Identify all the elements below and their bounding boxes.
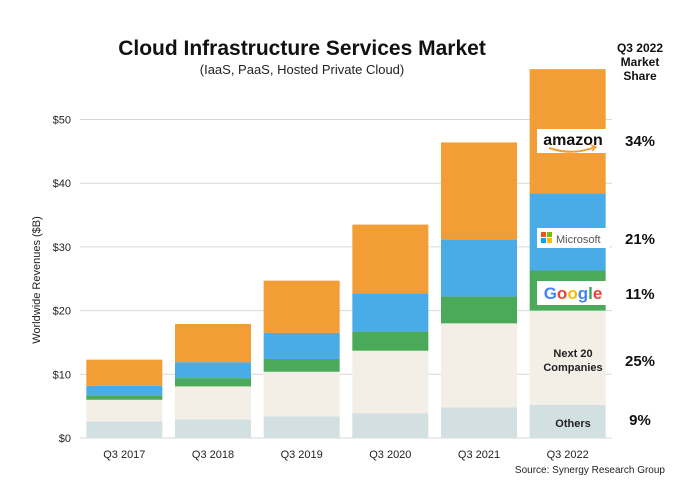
bar-segment-google xyxy=(263,359,340,372)
share-google: 11% xyxy=(625,286,654,303)
x-tick-label: Q3 2017 xyxy=(103,449,145,461)
bar-segment-others xyxy=(86,421,163,438)
amazon-arrow-icon xyxy=(590,144,598,152)
share-header-line-1: Q3 2022 xyxy=(617,41,663,55)
market-share-values: 34% 21% 11% 25% 9% xyxy=(625,133,655,429)
bar-segment-next-20-companies xyxy=(441,323,517,408)
microsoft-logo-text: Microsoft xyxy=(556,234,601,246)
bar-segment-amazon xyxy=(175,323,251,363)
chart-subtitle: (IaaS, PaaS, Hosted Private Cloud) xyxy=(200,62,405,77)
bar-segment-others xyxy=(441,407,517,438)
bar-segment-next-20-companies xyxy=(86,399,163,422)
y-tick-label: $0 xyxy=(59,433,71,445)
y-tick-label: $20 xyxy=(53,306,71,318)
y-tick-label: $10 xyxy=(53,369,71,381)
bar-segment-google xyxy=(175,378,251,387)
share-others: 9% xyxy=(629,412,651,429)
bar-segment-amazon xyxy=(352,224,429,294)
bar-segment-next-20-companies xyxy=(175,386,251,420)
y-tick-labels: $0 $10 $20 $30 $40 $50 xyxy=(53,115,71,446)
bar-segment-amazon xyxy=(441,142,517,240)
share-next20: 25% xyxy=(625,353,655,370)
x-tick-label: Q3 2020 xyxy=(369,449,411,461)
google-letter: l xyxy=(588,284,593,303)
google-letter: g xyxy=(578,284,588,303)
x-tick-label: Q3 2021 xyxy=(458,449,500,461)
bar-segment-microsoft xyxy=(441,239,517,297)
bar-segment-next-20-companies xyxy=(529,310,606,405)
y-tick-label: $50 xyxy=(53,115,71,127)
google-letter: e xyxy=(593,284,602,303)
bar-segment-microsoft xyxy=(352,293,429,332)
bar-segment-amazon xyxy=(263,280,340,333)
y-tick-label: $40 xyxy=(53,178,71,190)
bar-segment-microsoft xyxy=(86,385,163,396)
bar-stack xyxy=(352,224,429,438)
bar-segment-microsoft xyxy=(175,362,251,379)
amazon-logo: amazon xyxy=(537,129,609,153)
google-letter: o xyxy=(557,284,567,303)
bar-stack xyxy=(86,359,163,438)
grid-lines xyxy=(80,119,612,439)
bar-segment-next-20-companies xyxy=(352,350,429,414)
source-note: Source: Synergy Research Group xyxy=(515,465,666,476)
bar-segment-next-20-companies xyxy=(263,371,340,417)
bar-segment-amazon xyxy=(86,359,163,386)
share-microsoft: 21% xyxy=(625,231,655,248)
bar-stack xyxy=(263,280,340,438)
chart-title: Cloud Infrastructure Services Market xyxy=(118,37,486,60)
bar-stack xyxy=(529,69,606,438)
google-letter: G xyxy=(544,284,557,303)
share-header-line-3: Share xyxy=(623,69,657,83)
bar-segment-others xyxy=(352,413,429,438)
bar-stack xyxy=(175,323,251,438)
next20-label-line-2: Companies xyxy=(543,362,602,374)
bar-segment-google xyxy=(441,296,517,324)
microsoft-logo: Microsoft xyxy=(537,228,609,248)
x-tick-label: Q3 2019 xyxy=(281,449,323,461)
bars xyxy=(86,69,606,438)
bar-segment-others xyxy=(263,416,340,438)
share-amazon: 34% xyxy=(625,133,655,150)
share-header-line-2: Market xyxy=(621,55,660,69)
bar-segment-others xyxy=(175,419,251,438)
bar-segment-google xyxy=(86,395,163,400)
bar-segment-others xyxy=(529,404,606,438)
amazon-logo-text: amazon xyxy=(543,132,603,149)
y-tick-label: $30 xyxy=(53,242,71,254)
bar-segment-labels: Next 20 Companies Others xyxy=(543,348,602,430)
others-label: Others xyxy=(555,418,590,430)
google-letter: o xyxy=(567,284,577,303)
google-logo: Google xyxy=(537,281,609,305)
x-tick-label: Q3 2022 xyxy=(547,449,589,461)
next20-label-line-1: Next 20 xyxy=(553,348,592,360)
bar-segment-microsoft xyxy=(263,332,340,360)
bar-segment-google xyxy=(352,331,429,351)
bar-stack xyxy=(441,142,517,438)
microsoft-squares-icon xyxy=(541,232,552,243)
x-tick-label: Q3 2018 xyxy=(192,449,234,461)
amazon-smile-icon xyxy=(548,146,596,153)
google-logo-text: Google xyxy=(544,284,603,303)
y-axis-label: Worldwide Revenues ($B) xyxy=(31,216,43,344)
x-tick-labels: Q3 2017 Q3 2018 Q3 2019 Q3 2020 Q3 2021 Q3 20… xyxy=(103,449,589,461)
